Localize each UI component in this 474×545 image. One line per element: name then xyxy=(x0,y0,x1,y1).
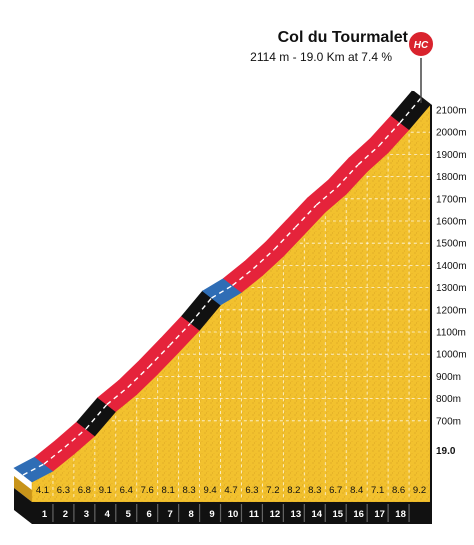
segment-gradient-label: 6.3 xyxy=(245,485,258,496)
segment-gradient-label: 9.1 xyxy=(99,485,112,496)
altitude-tick-label: 1100m xyxy=(436,328,466,339)
road-centerline xyxy=(64,428,87,448)
hc-category-badge: HC xyxy=(407,30,435,103)
altitude-tick-label: 1200m xyxy=(436,305,467,316)
km-tick xyxy=(303,504,305,522)
km-marker-label: 9 xyxy=(209,509,214,520)
km-tick xyxy=(261,504,264,522)
hc-badge-circle xyxy=(407,30,435,58)
segment-gradient-label: 6.8 xyxy=(78,485,91,496)
segment-gradient-label: 9.2 xyxy=(413,485,426,496)
climb-name: Col du Tourmalet xyxy=(278,29,409,46)
km-tick xyxy=(94,504,96,522)
road-centerline xyxy=(190,297,213,324)
altitude-tick-label: 1800m xyxy=(436,172,467,183)
segment-gradient-label: 8.3 xyxy=(182,485,195,496)
km-marker-label: 1 xyxy=(42,509,48,520)
altitude-tick-label: 1700m xyxy=(436,194,467,205)
profile-side-wall xyxy=(14,476,32,502)
km-marker-label: 8 xyxy=(188,509,193,520)
altitude-tick-label: 1600m xyxy=(436,217,467,228)
km-tick xyxy=(282,504,284,522)
km-marker-label: 3 xyxy=(84,509,89,520)
segment-gradient-label: 6.4 xyxy=(120,485,133,496)
segment-gradient-label: 6.7 xyxy=(329,485,342,496)
km-tick xyxy=(115,504,117,522)
altitude-tick-label: 1900m xyxy=(436,150,467,161)
km-marker-label: 14 xyxy=(312,509,323,520)
road-centerline xyxy=(315,186,338,206)
segment-gradient-label: 7.6 xyxy=(141,485,154,496)
segment-gradient-label: 8.4 xyxy=(350,485,363,496)
road-centerline xyxy=(211,284,233,299)
segment-gradient-label: 9.4 xyxy=(203,485,216,496)
altitude-tick-label: 2100m xyxy=(436,106,467,117)
road-centerline xyxy=(127,366,150,388)
distance-base-bar xyxy=(14,488,430,524)
road-centerline xyxy=(252,248,275,270)
km-marker-label: 15 xyxy=(332,509,343,520)
altitude-tick-label: 700m xyxy=(436,416,461,427)
km-tick xyxy=(198,504,201,522)
km-tick xyxy=(52,504,54,522)
segment-gradient-label: 4.7 xyxy=(224,485,237,496)
segment-gradient-label: 6.3 xyxy=(57,485,70,496)
km-tick xyxy=(366,504,368,522)
km-marker-label: 17 xyxy=(374,509,385,520)
km-tick xyxy=(345,504,347,522)
road-centerline xyxy=(43,446,66,465)
km-marker-label: 7 xyxy=(168,509,173,520)
km-marker-label: 5 xyxy=(126,509,132,520)
profile-right-edge xyxy=(430,105,432,524)
km-marker-label: 4 xyxy=(105,509,111,520)
km-tick xyxy=(408,504,410,522)
km-marker-label: 10 xyxy=(228,509,239,520)
km-marker-label: 2 xyxy=(63,509,68,520)
segment-gradient-label: 8.6 xyxy=(392,485,405,496)
altitude-tick-label: 800m xyxy=(436,394,461,405)
km-tick xyxy=(178,504,180,522)
km-tick xyxy=(219,504,222,522)
summit-cap xyxy=(412,91,432,105)
km-marker-label: 6 xyxy=(147,509,152,520)
road-centerline xyxy=(106,386,129,406)
segment-gradient-label: 8.3 xyxy=(308,485,321,496)
altitude-tick-label: 1500m xyxy=(436,239,467,250)
km-tick xyxy=(387,504,389,522)
altitude-tick-label: 900m xyxy=(436,372,461,383)
road-centerline xyxy=(22,463,45,476)
segment-gradient-label: 7.2 xyxy=(266,485,279,496)
altitude-tick-label: 1300m xyxy=(436,283,467,294)
altitude-tick-label: 1400m xyxy=(436,261,467,272)
km-marker-label: 12 xyxy=(270,509,281,520)
km-tick xyxy=(324,504,326,522)
altitude-tick-label: 1000m xyxy=(436,350,467,361)
km-tick xyxy=(240,504,243,522)
km-marker-label: 18 xyxy=(395,509,406,520)
segment-gradient-label: 8.2 xyxy=(287,485,300,496)
climb-summary: 2114 m - 19.0 Km at 7.4 % xyxy=(250,50,392,64)
km-marker-label: 13 xyxy=(291,509,302,520)
segment-gradient-label: 7.1 xyxy=(371,485,384,496)
total-distance-label: 19.0 xyxy=(436,446,456,457)
altitude-tick-label: 2000m xyxy=(436,128,467,139)
km-tick xyxy=(157,504,159,522)
km-tick xyxy=(73,504,75,522)
km-tick xyxy=(136,504,138,522)
road-centerline xyxy=(357,145,380,166)
road-centerline xyxy=(232,268,254,286)
segment-gradient-label: 4.1 xyxy=(36,485,49,496)
hc-badge-label: HC xyxy=(414,40,429,51)
km-marker-label: 16 xyxy=(353,509,364,520)
segment-gradient-label: 8.1 xyxy=(162,485,175,496)
km-marker-label: 11 xyxy=(249,509,260,520)
